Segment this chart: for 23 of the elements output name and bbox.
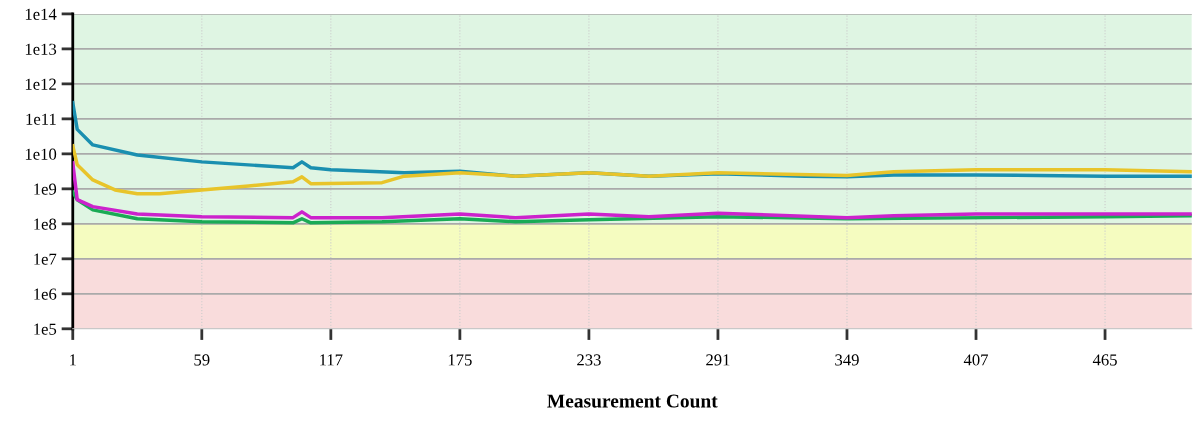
x-tick-label: 175 — [448, 354, 472, 366]
line-series — [72, 190, 1192, 225]
y-tick-label: 1e8 — [34, 218, 57, 230]
x-tick-label: 465 — [1092, 354, 1117, 366]
x-tick-label: 349 — [835, 354, 859, 366]
y-tick-label: 1e13 — [25, 43, 57, 55]
y-tick-label: 1e9 — [34, 183, 57, 195]
x-tick-label: 1 — [70, 354, 76, 366]
y-tick-label: 1e10 — [25, 148, 57, 160]
y-tick-label: 1e7 — [34, 253, 57, 265]
y-tick-label: 1e5 — [34, 323, 57, 335]
x-axis-title: Measurement Count — [547, 394, 718, 408]
line-series — [72, 161, 1192, 220]
x-tick-label: 291 — [706, 354, 730, 366]
x-tick-label: 407 — [963, 354, 989, 366]
y-tick-label: 1e11 — [26, 113, 56, 125]
x-tick-label: 233 — [577, 354, 601, 366]
line-series — [72, 144, 1192, 196]
x-tick-label: 59 — [194, 354, 210, 366]
y-tick-label: 1e14 — [25, 8, 57, 20]
y-tick-label: 1e12 — [25, 78, 56, 90]
x-tick-label: 117 — [320, 354, 343, 366]
y-tick-label: 1e6 — [34, 288, 57, 300]
